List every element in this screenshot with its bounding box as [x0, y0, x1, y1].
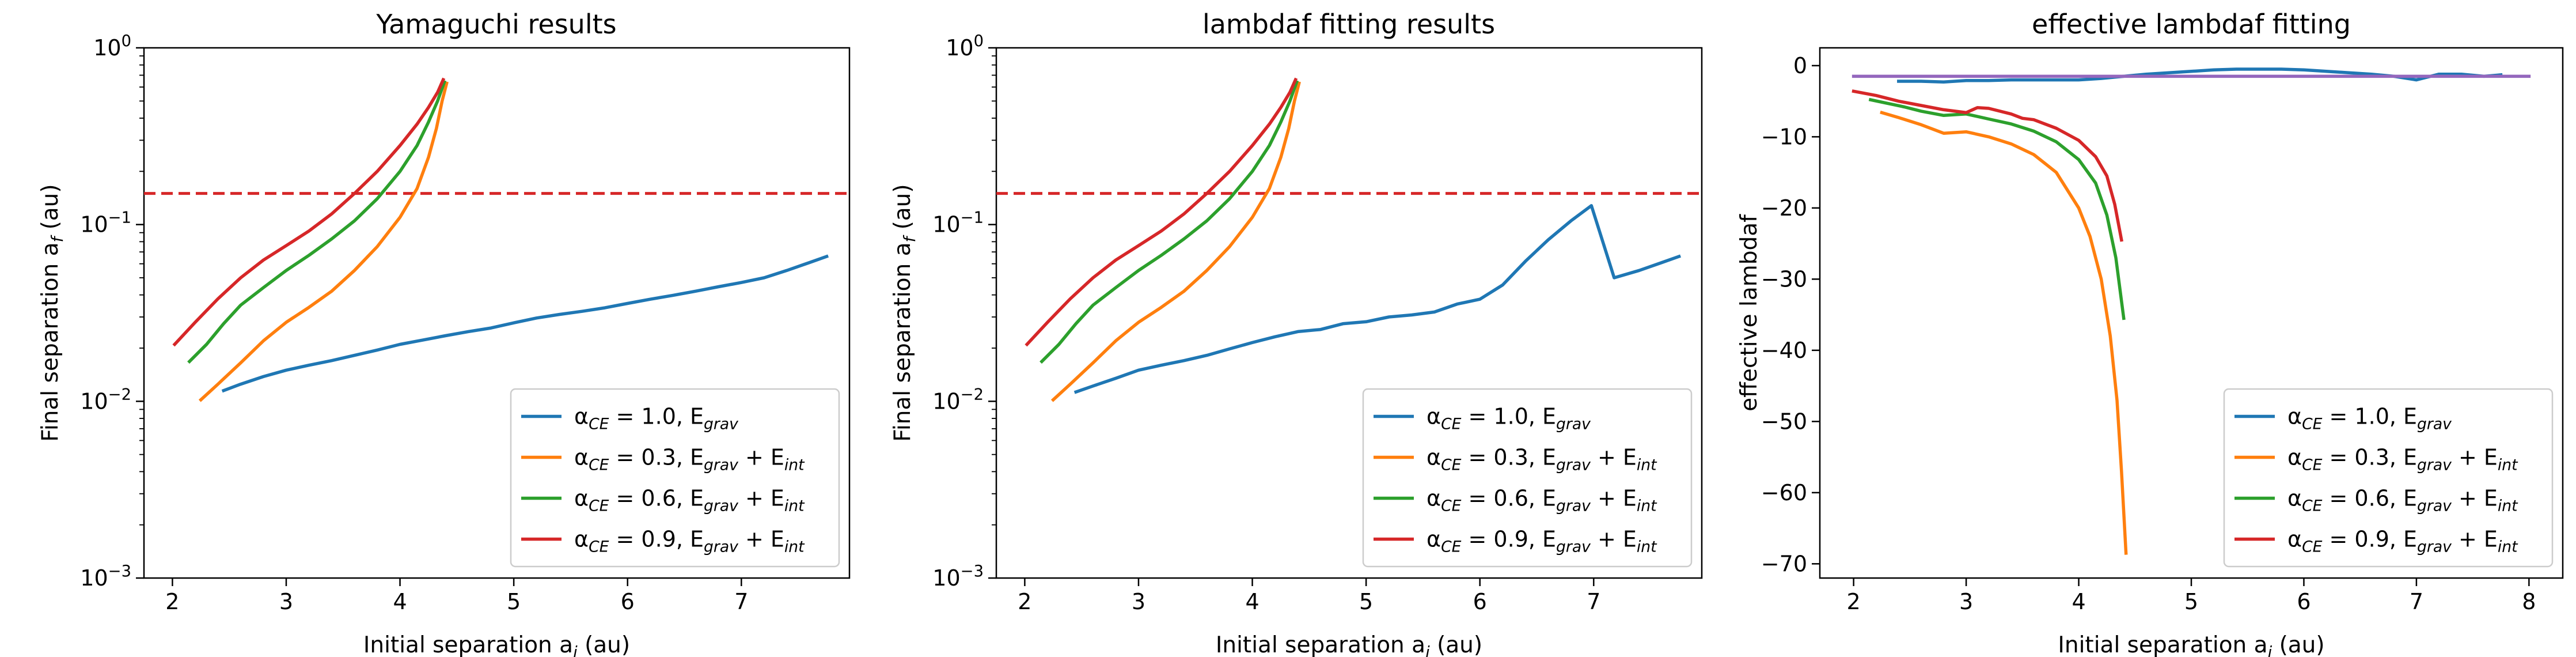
series-line-2	[1880, 110, 2128, 555]
x-tick-label: 7	[1587, 589, 1600, 614]
x-tick-label: 3	[1132, 589, 1145, 614]
y-tick-label: −30	[1761, 266, 1807, 292]
y-tick-label: −50	[1761, 409, 1807, 434]
series-group	[172, 77, 829, 402]
x-tick-label: 7	[2410, 589, 2423, 614]
legend-entry: αCE = 0.6, Egrav + Eint	[574, 486, 805, 515]
legend-entry: αCE = 0.3, Egrav + Eint	[2287, 445, 2518, 474]
chart-panel-1: Yamaguchi results 2 3 4 5 6 7 10−3 10−2 10−1 100 In…	[37, 9, 851, 657]
x-axis-label: Initial separation ai (au)	[1216, 632, 1482, 657]
series-line-3	[187, 80, 447, 364]
chart-panel-3: effective lambdaf fitting 2 3 4 5 6 7 8 0 −10 −20 −…	[1736, 9, 2564, 657]
legend-frame	[1362, 388, 1693, 568]
y-axis-label: effective lambdaf	[1736, 214, 1762, 411]
series-group	[1025, 77, 1682, 402]
series-line-4	[172, 77, 446, 347]
legend-frame	[510, 388, 840, 568]
x-tick-label: 2	[1018, 589, 1031, 614]
x-tick-label: 5	[2184, 589, 2198, 614]
x-tick-label: 3	[279, 589, 293, 614]
x-tick-label: 6	[2297, 589, 2311, 614]
chart-title: effective lambdaf fitting	[2032, 9, 2351, 40]
x-tick-label: 3	[1959, 589, 1973, 614]
y-tick-label: 10−3	[932, 562, 984, 591]
legend-frame	[2223, 388, 2554, 568]
x-axis-label: Initial separation ai (au)	[2058, 632, 2324, 657]
legend: αCE = 1.0, Egrav αCE = 0.3, Egrav + Eint α…	[510, 388, 840, 568]
legend-entry: αCE = 0.9, Egrav + Eint	[1427, 527, 1657, 556]
y-tick-label: −10	[1761, 124, 1807, 149]
y-axis-label: Final separation af (au)	[890, 184, 919, 441]
x-tick-label: 2	[1847, 589, 1861, 614]
series-line-1	[221, 254, 829, 393]
series-group	[1852, 67, 2531, 555]
x-axis-label: Initial separation ai (au)	[363, 632, 630, 657]
series-line-4	[1852, 89, 2124, 242]
y-tick-label: −60	[1761, 480, 1807, 505]
y-tick-label: 10−1	[80, 209, 131, 237]
x-tick-label: 4	[1245, 589, 1259, 614]
legend-entry: αCE = 0.9, Egrav + Eint	[574, 527, 805, 556]
x-tick-label: 6	[621, 589, 635, 614]
series-line-3	[1039, 80, 1299, 364]
series-line-1	[1897, 67, 2503, 84]
y-tick-label: 100	[946, 32, 984, 61]
legend-entry: αCE = 0.3, Egrav + Eint	[1427, 445, 1657, 474]
chart-panel-2: lambdaf fitting results 2 3 4 5 6 7 10−3 10−2 10−…	[890, 9, 1703, 657]
legend-entry: αCE = 0.6, Egrav + Eint	[2287, 486, 2518, 515]
y-tick-label: 10−2	[932, 386, 984, 414]
chart-title: lambdaf fitting results	[1202, 9, 1495, 40]
legend-entry: αCE = 1.0, Egrav	[1427, 404, 1591, 433]
legend-entry: αCE = 0.9, Egrav + Eint	[2287, 527, 2518, 556]
y-tick-label: 100	[93, 32, 131, 61]
y-tick-label: 0	[1793, 53, 1807, 78]
y-axis-label: Final separation af (au)	[37, 184, 67, 441]
x-tick-label: 8	[2522, 589, 2536, 614]
series-line-2	[198, 81, 449, 402]
x-tick-label: 7	[734, 589, 748, 614]
chart-title: Yamaguchi results	[375, 9, 616, 40]
legend: αCE = 1.0, Egrav αCE = 0.3, Egrav + Eint α…	[1362, 388, 1693, 568]
legend-entry: αCE = 1.0, Egrav	[574, 404, 739, 433]
series-line-2	[1050, 81, 1301, 402]
axes-frame	[995, 47, 1703, 579]
y-tick-label: 10−3	[80, 562, 131, 591]
legend-entry: αCE = 0.6, Egrav + Eint	[1427, 486, 1657, 515]
series-line-1	[1073, 204, 1682, 394]
x-tick-label: 4	[393, 589, 407, 614]
y-axis-label-group: Final separation af (au)	[37, 184, 67, 441]
series-line-3	[1868, 97, 2126, 320]
x-tick-label: 6	[1473, 589, 1487, 614]
legend: αCE = 1.0, Egrav αCE = 0.3, Egrav + Eint α…	[2223, 388, 2554, 568]
legend-entry: αCE = 0.3, Egrav + Eint	[574, 445, 805, 474]
y-tick-label: 10−2	[80, 386, 131, 414]
y-axis-label-group: effective lambdaf	[1736, 214, 1762, 411]
x-tick-label: 5	[1359, 589, 1373, 614]
x-tick-label: 5	[507, 589, 521, 614]
legend-entry: αCE = 1.0, Egrav	[2287, 404, 2452, 433]
y-tick-label: 10−1	[932, 209, 984, 237]
y-tick-label: −20	[1761, 195, 1807, 221]
x-tick-label: 2	[165, 589, 179, 614]
y-tick-label: −70	[1761, 551, 1807, 576]
axes-frame	[143, 47, 851, 579]
series-line-4	[1025, 77, 1298, 347]
x-tick-label: 4	[2072, 589, 2085, 614]
y-axis-label-group: Final separation af (au)	[890, 184, 919, 441]
y-tick-label: −40	[1761, 338, 1807, 363]
